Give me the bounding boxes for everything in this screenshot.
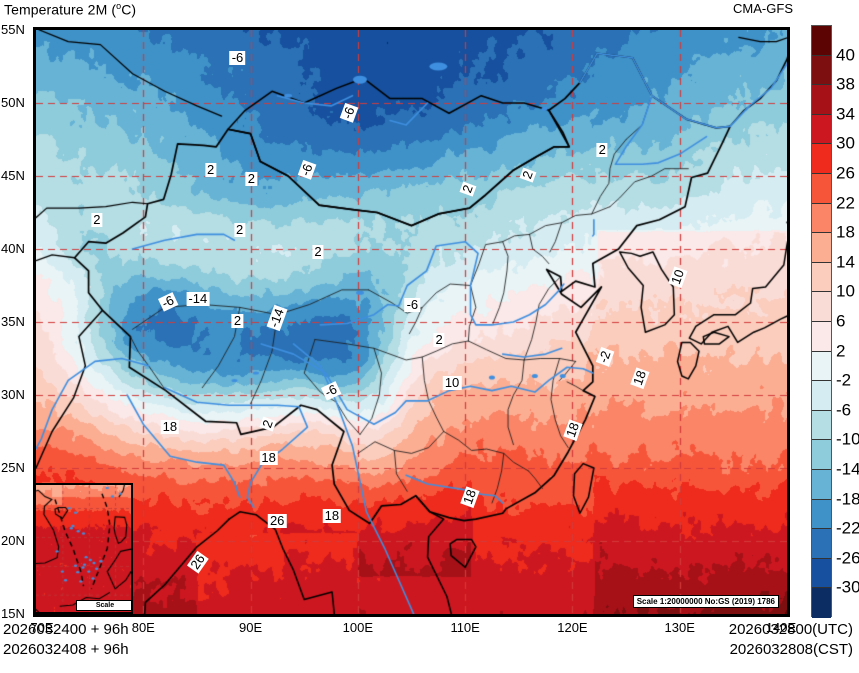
lon-tick-90E: 90E (238, 620, 263, 635)
lon-tick-130E: 130E (664, 620, 695, 635)
contour-label: 10 (442, 375, 462, 391)
colorbar-tick-22: 22 (836, 193, 855, 213)
colorbar-segment (812, 26, 831, 56)
lon-tick-120E: 120E (557, 620, 588, 635)
page-title: Temperature 2M (oC) (4, 1, 136, 18)
contour-label: -14 (186, 290, 210, 306)
lat-tick-30N: 30N (1, 387, 25, 402)
colorbar-segment (812, 321, 831, 352)
contour-label: 2 (312, 244, 324, 259)
contour-label: 26 (267, 512, 287, 528)
contour-label: -6 (404, 296, 421, 312)
lat-tick-40N: 40N (1, 241, 25, 256)
contour-label: 2 (433, 331, 445, 347)
page-title-text: Temperature 2M ( (4, 1, 117, 18)
colorbar-segment (812, 114, 831, 145)
colorbar-tick--18: -18 (836, 489, 859, 509)
colorbar-segment (812, 173, 831, 204)
lat-tick-20N: 20N (1, 533, 25, 548)
degree-symbol: o (116, 1, 122, 11)
contour-label: 18 (322, 508, 342, 524)
map-scale-bar: Scale 1:20000000 No:GS (2019) 1786 (632, 595, 779, 608)
colorbar-tick-30: 30 (836, 133, 855, 153)
colorbar-segment (812, 203, 831, 234)
colorbar-segment (812, 381, 831, 411)
lon-tick-70E: 70E (30, 620, 54, 635)
colorbar-tick--30: -30 (836, 577, 859, 597)
colorbar-tick-6: 6 (836, 311, 846, 331)
lat-tick-25N: 25N (1, 460, 25, 475)
colorbar-segment (812, 292, 831, 322)
temperature-field-canvas (36, 30, 787, 614)
colorbar-tick-38: 38 (836, 74, 855, 94)
colorbar-tick-2: 2 (836, 341, 846, 361)
colorbar-tick-18: 18 (836, 222, 855, 242)
colorbar-tick-34: 34 (836, 104, 855, 124)
colorbar-segment (812, 440, 831, 470)
init-time-utc-label: 2026032400 + 96h (3, 621, 129, 638)
lon-tick-110E: 110E (450, 620, 480, 635)
valid-time-utc-label: 2026032800(UTC) (728, 621, 853, 638)
colorbar-segment (812, 410, 831, 441)
colorbar-segment (812, 588, 831, 618)
valid-time-cst-label: 2026032808(CST) (729, 641, 853, 658)
page-title-unit: C) (121, 1, 137, 18)
lon-tick-80E: 80E (131, 620, 155, 635)
model-label: CMA-GFS (733, 1, 793, 16)
contour-label: 18 (160, 419, 180, 435)
map-plot-area[interactable]: Scale 1:20000000 No:GS (2019) 1786 -6 -6 -… (33, 27, 790, 617)
contour-label: 2 (91, 211, 103, 227)
colorbar-segment (812, 55, 831, 86)
lat-tick-50N: 50N (1, 95, 25, 110)
lon-tick-100E: 100E (342, 620, 374, 635)
lat-tick-15N: 15N (1, 606, 25, 621)
colorbar-tick--14: -14 (836, 459, 859, 479)
init-time-cst-label: 2026032408 + 96h (3, 641, 129, 658)
lat-tick-55N: 55N (1, 22, 25, 37)
colorbar-tick-10: 10 (836, 281, 855, 301)
colorbar-segment (812, 262, 831, 293)
colorbar-tick--6: -6 (836, 400, 852, 420)
colorbar-tick--10: -10 (836, 429, 859, 449)
colorbar-segment (812, 499, 831, 530)
colorbar-segment (812, 351, 831, 382)
colorbar-tick--2: -2 (836, 370, 852, 390)
colorbar-tick-26: 26 (836, 163, 855, 183)
colorbar-segment (812, 85, 831, 115)
contour-label: 2 (233, 222, 246, 238)
colorbar-tick--22: -22 (836, 518, 859, 538)
contour-label: 2 (245, 171, 258, 186)
inset-field-canvas (36, 485, 131, 612)
colorbar-tick-40: 40 (836, 45, 855, 65)
contour-label: 2 (205, 162, 217, 178)
colorbar-segment (812, 469, 831, 500)
lat-tick-45N: 45N (1, 168, 25, 183)
colorbar-segment (812, 558, 831, 589)
colorbar-segment (812, 529, 831, 559)
contour-label: -6 (229, 49, 246, 65)
contour-label: 2 (231, 312, 244, 328)
lon-tick-140E: 140E (765, 620, 797, 635)
contour-label: 2 (596, 141, 608, 157)
south-china-sea-inset-map[interactable]: Scale 1:40000000 (34, 483, 133, 614)
inset-scale-bar: Scale 1:40000000 (76, 600, 131, 611)
colorbar-segment (812, 233, 831, 263)
contour-label: 18 (259, 449, 278, 465)
colorbar-tick-14: 14 (836, 252, 855, 272)
colorbar-segment (812, 144, 831, 174)
colorbar-tick--26: -26 (836, 548, 859, 568)
lat-tick-35N: 35N (1, 314, 25, 329)
temperature-colorbar[interactable] (811, 25, 832, 618)
